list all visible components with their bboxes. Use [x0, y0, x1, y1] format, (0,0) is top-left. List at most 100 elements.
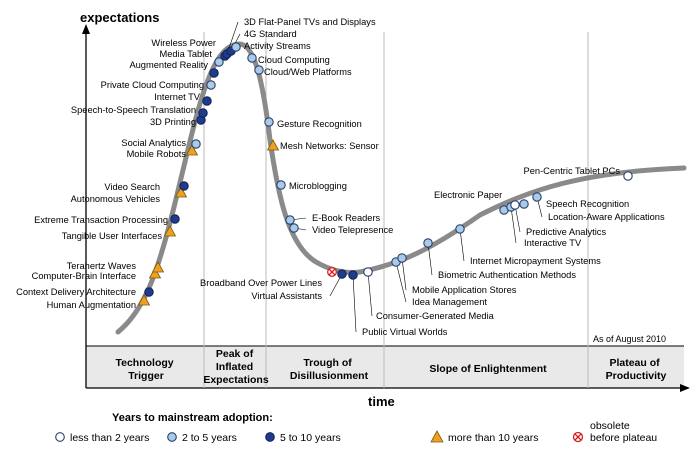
marker-cloud-computing [247, 53, 257, 63]
label-e-book-readers: E-Book Readers [312, 213, 381, 223]
label-tangible-user-interfaces: Tangible User Interfaces [62, 231, 163, 241]
label-biometric-authentication-methods: Biometric Authentication Methods [438, 270, 576, 280]
label-electronic-paper: Electronic Paper [434, 190, 502, 200]
phase-plateau-of-productivity: Plateau of Productivity [606, 357, 667, 382]
marker-augmented-reality [209, 68, 219, 78]
label-location-aware-applications: Location-Aware Applications [548, 212, 665, 222]
label-mobile-application-stores: Mobile Application Stores [412, 285, 517, 295]
label-public-virtual-worlds: Public Virtual Worlds [362, 327, 448, 337]
leader-internet-micropayment-systems [459, 228, 465, 262]
marker-autonomous-vehicles [174, 186, 188, 198]
leader-idea-management [395, 261, 407, 303]
legend-label-less-than-2-years: less than 2 years [70, 432, 149, 444]
marker-human-augmentation [137, 294, 151, 306]
marker-predictive-analytics [510, 200, 520, 210]
label-terahertz-waves: Terahertz Waves [67, 261, 137, 271]
marker-tangible-user-interfaces [163, 225, 177, 237]
legend-marker-2-to-5-years [167, 432, 177, 442]
label-3d-flat-panel-tvs-and-displays: 3D Flat-Panel TVs and Displays [244, 17, 376, 27]
label-activity-streams: Activity Streams [244, 41, 311, 51]
label-virtual-assistants: Virtual Assistants [251, 291, 322, 301]
phase-slope-of-enlightenment: Slope of Enlightenment [429, 363, 547, 375]
label-mobile-robots: Mobile Robots [127, 149, 187, 159]
marker-e-book-readers [285, 215, 295, 225]
label-broadband-over-power-lines: Broadband Over Power Lines [200, 278, 322, 288]
label-autonomous-vehicles: Autonomous Vehicles [71, 194, 161, 204]
marker-mobile-application-stores [397, 253, 407, 263]
marker-public-virtual-worlds [348, 270, 358, 280]
marker-internet-tv [202, 96, 212, 106]
label-consumer-generated-media: Consumer-Generated Media [376, 311, 495, 321]
marker-biometric-authentication-methods [423, 238, 433, 248]
label-microblogging: Microblogging [289, 181, 347, 191]
label-private-cloud-computing: Private Cloud Computing [101, 80, 204, 90]
label-predictive-analytics: Predictive Analytics [526, 227, 606, 237]
label-social-analytics: Social Analytics [121, 138, 186, 148]
marker-activity-streams [231, 42, 241, 52]
marker-mobile-robots [185, 144, 199, 156]
label-wireless-power: Wireless Power [151, 38, 216, 48]
label-gesture-recognition: Gesture Recognition [277, 119, 362, 129]
label-3d-printing: 3D Printing [150, 117, 196, 127]
marker-location-aware-applications [532, 192, 542, 202]
legend-marker-obsolete [572, 431, 584, 443]
marker-broadband-over-power-lines [327, 267, 337, 277]
label-idea-management: Idea Management [412, 297, 487, 307]
label-mesh-networks-sensor: Mesh Networks: Sensor [280, 141, 379, 151]
marker-video-telepresence [289, 223, 299, 233]
phase-peak-of-inflated-expectations: Peak of Inflated Expectations [203, 348, 269, 386]
label-media-tablet: Media Tablet [159, 49, 212, 59]
x-axis-arrowhead [680, 384, 690, 392]
label-speech-recognition: Speech Recognition [546, 199, 629, 209]
marker-video-search [179, 181, 189, 191]
label-cloud-computing: Cloud Computing [258, 55, 330, 65]
marker-pen-centric-tablet-pcs [623, 171, 633, 181]
as-of-note: As of August 2010 [593, 334, 666, 344]
phase-trough-of-disillusionment: Trough of Disillusionment [290, 357, 369, 382]
technology-labels: Human Augmentation Context Delivery Archi… [16, 17, 665, 337]
marker-consumer-generated-media [363, 267, 373, 277]
legend-label-obsolete: obsolete before plateau [590, 420, 657, 444]
legend-marker-more-than-10-years [430, 430, 444, 443]
x-axis-title: time [368, 394, 395, 409]
technology-markers [137, 42, 633, 306]
marker-private-cloud-computing [206, 80, 216, 90]
label-video-search: Video Search [104, 182, 160, 192]
marker-microblogging [276, 180, 286, 190]
label-internet-tv: Internet TV [154, 92, 201, 102]
phase-band [86, 346, 684, 388]
label-4g-standard: 4G Standard [244, 29, 297, 39]
label-interactive-tv: Interactive TV [524, 238, 582, 248]
marker-speech-recognition [519, 199, 529, 209]
label-extreme-transaction-processing: Extreme Transaction Processing [34, 215, 168, 225]
label-human-augmentation: Human Augmentation [47, 300, 136, 310]
marker-mesh-networks-sensor [266, 139, 280, 151]
leader-public-virtual-worlds [352, 274, 357, 333]
label-augmented-reality: Augmented Reality [129, 60, 208, 70]
label-video-telepresence: Video Telepresence [312, 225, 393, 235]
marker-extreme-transaction-processing [170, 214, 180, 224]
hype-curve [115, 41, 687, 335]
marker-virtual-assistants [337, 269, 347, 279]
leader-biometric-authentication-methods [427, 242, 433, 276]
leader-consumer-generated-media [367, 271, 373, 317]
marker-context-delivery-architecture [144, 287, 154, 297]
legend-marker-5-to-10-years [265, 432, 275, 442]
label-context-delivery-architecture: Context Delivery Architecture [16, 287, 136, 297]
leader-interactive-tv [510, 206, 517, 244]
marker-social-analytics [191, 139, 201, 149]
marker-computer-brain-interface [148, 267, 162, 279]
y-axis-title: expectations [80, 10, 159, 25]
leader-mobile-application-stores [401, 257, 407, 291]
legend-title: Years to mainstream adoption: [112, 412, 273, 424]
legend-label-more-than-10-years: more than 10 years [448, 432, 538, 444]
label-internet-micropayment-systems: Internet Micropayment Systems [470, 256, 601, 266]
marker-internet-micropayment-systems [455, 224, 465, 234]
legend-label-2-to-5-years: 2 to 5 years [182, 432, 237, 444]
marker-gesture-recognition [264, 117, 274, 127]
legend-label-5-to-10-years: 5 to 10 years [280, 432, 341, 444]
y-axis-arrowhead [82, 24, 90, 34]
label-computer-brain-interface: Computer-Brain Interface [32, 271, 136, 281]
